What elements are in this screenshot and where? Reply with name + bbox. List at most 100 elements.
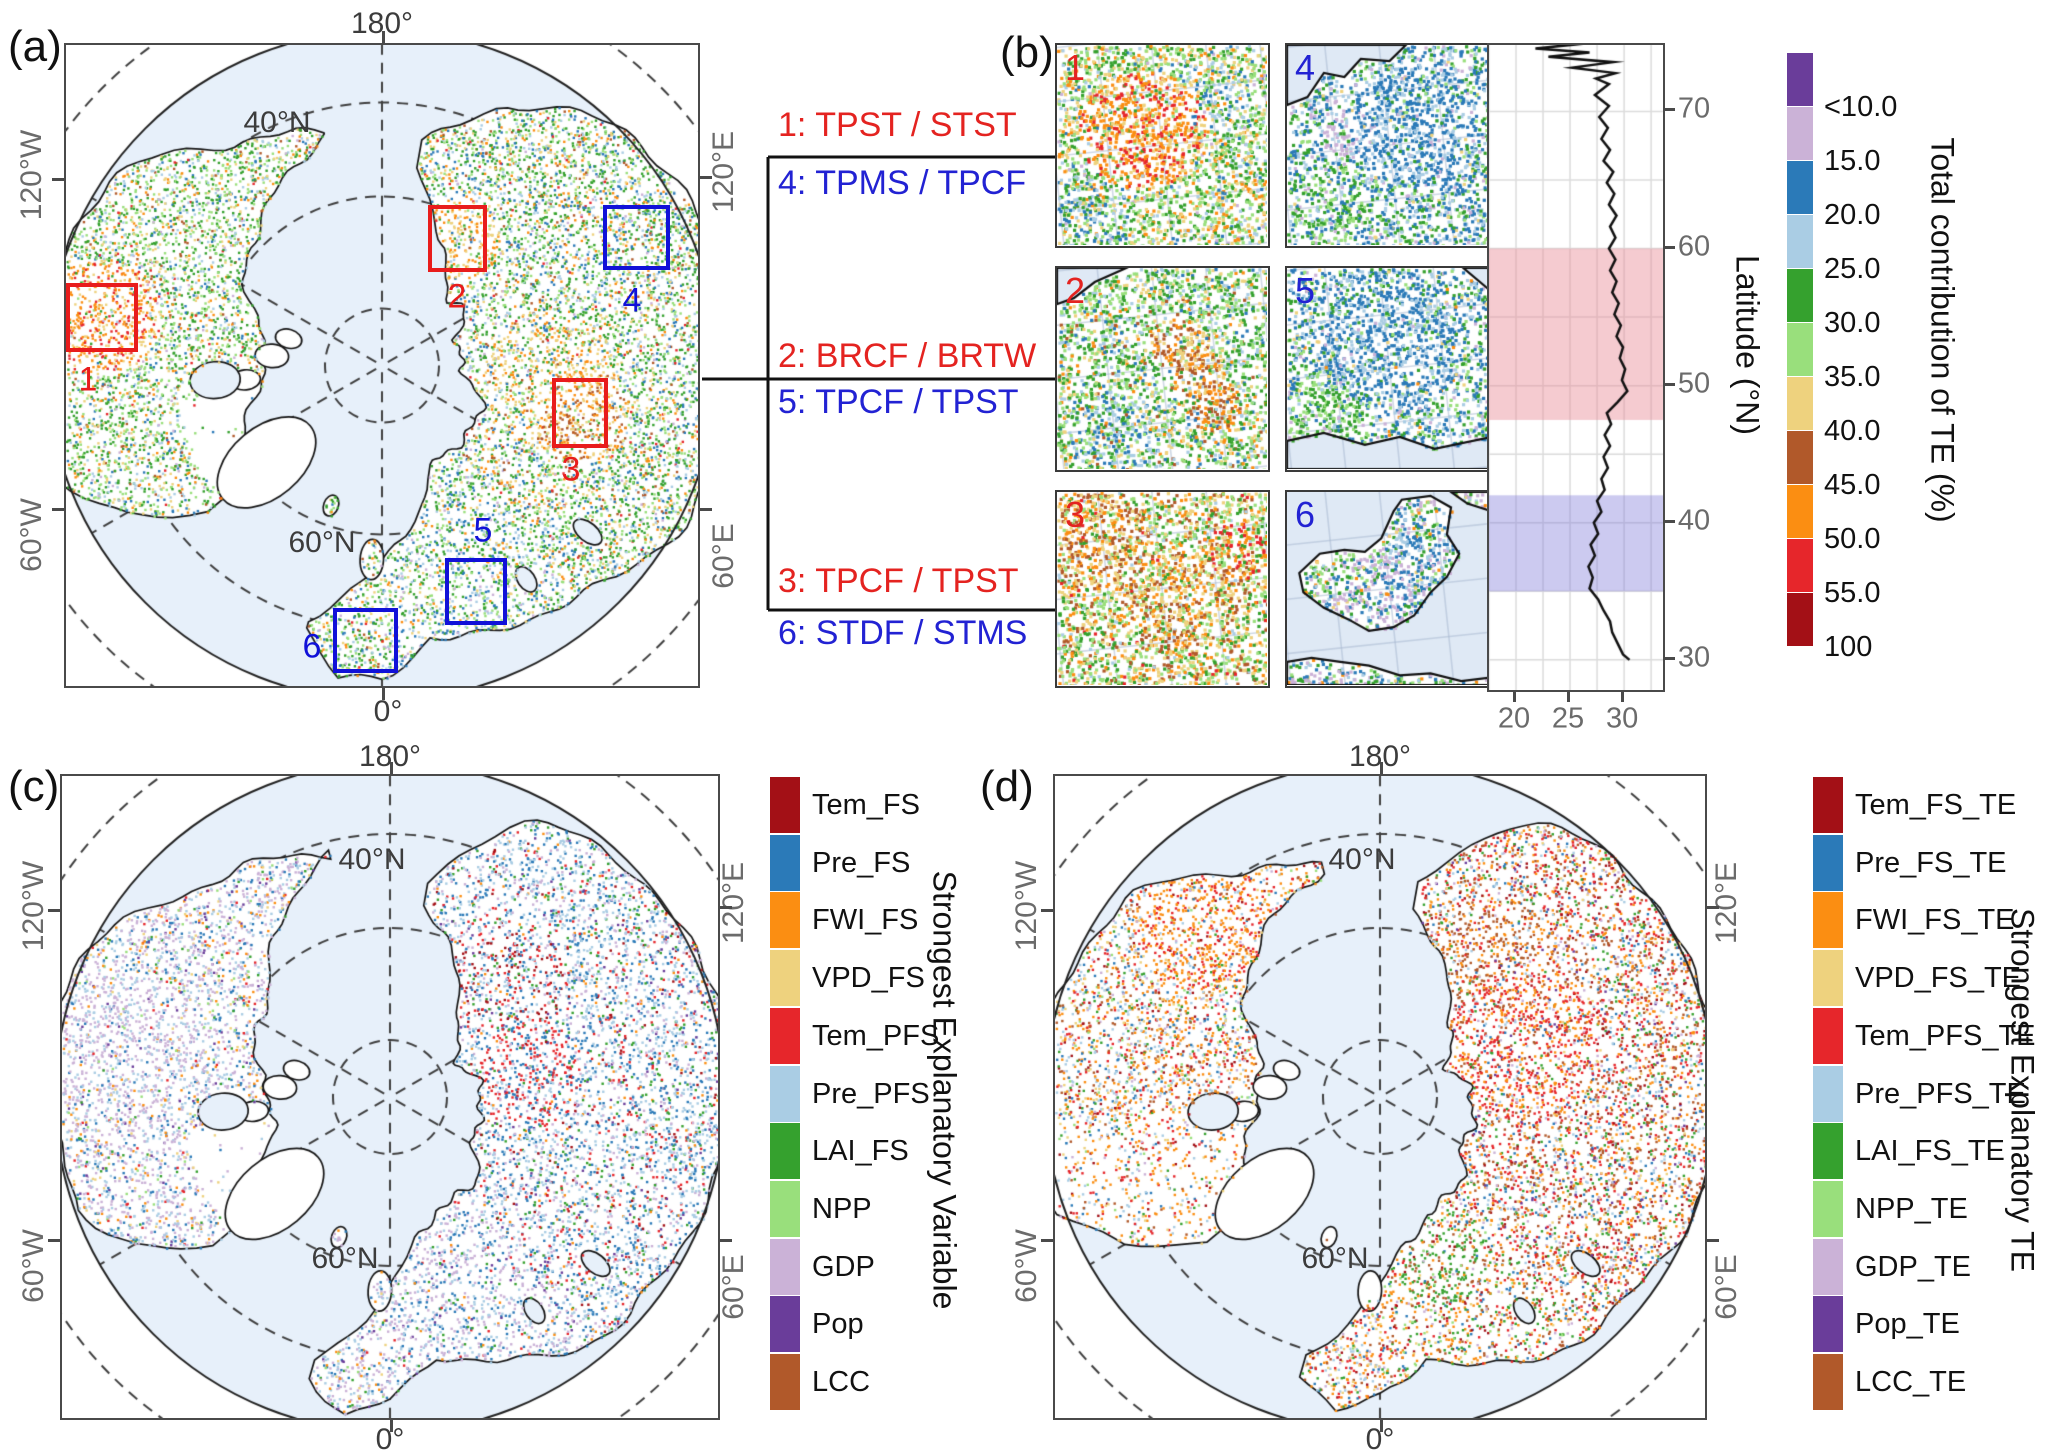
legend-d-label-Pop_TE: Pop_TE [1855, 1308, 1960, 1340]
inset-canvas-1 [1057, 45, 1267, 245]
colorbar-class-swatch-40.0 [1787, 377, 1813, 430]
graticule-tick-4 [700, 176, 712, 179]
panel-c-parallel-40n-label: 40°N [338, 843, 406, 876]
y-tick-label-60: 60 [1677, 230, 1711, 263]
region-box-2 [428, 205, 487, 272]
legend-d-label-FWI_FS_TE: FWI_FS_TE [1855, 904, 2015, 936]
panel-d-canvas [1055, 776, 1705, 1418]
legend-c-label-FWI_FS: FWI_FS [812, 904, 919, 936]
graticule-tick-9 [48, 1239, 60, 1242]
legend-d-swatch-FWI_FS_TE [1813, 892, 1843, 948]
colorbar-class-swatch-100 [1787, 593, 1813, 646]
colorbar-class-label-<10.0: <10.0 [1824, 91, 1898, 123]
y-tick-label-50: 50 [1677, 367, 1711, 400]
panel-a-meridian-0-label: 0° [373, 695, 403, 728]
legend-c-swatch-Pre_PFS [770, 1066, 800, 1122]
legend-c-label-Tem_FS: Tem_FS [812, 789, 920, 821]
colorbar-class-swatch-30.0 [1787, 269, 1813, 322]
inset-canvas-6 [1287, 492, 1492, 685]
inset-map-5 [1285, 266, 1495, 472]
region-box-6 [333, 608, 398, 673]
pair-label-5: 5: TPCF / TPST [778, 383, 1019, 421]
region-box-number-6: 6 [302, 627, 322, 666]
graticule-tick-14 [1041, 909, 1053, 912]
colorbar-class-swatch-15.0 [1787, 107, 1813, 160]
inset-number-3: 3 [1065, 494, 1086, 535]
legend-d-label-LAI_FS_TE: LAI_FS_TE [1855, 1135, 2005, 1167]
legend-d-label-VPD_FS_TE: VPD_FS_TE [1855, 962, 2021, 994]
region-box-1 [66, 283, 138, 352]
legend-c-label-LCC: LCC [812, 1366, 871, 1398]
legend-c-swatch-Pre_FS [770, 835, 800, 891]
panel-a-parallel-60n-label: 60°N [288, 526, 356, 559]
legend-d-swatch-LCC_TE [1813, 1354, 1843, 1410]
colorbar-class-swatch-<10.0 [1787, 53, 1813, 106]
panel-a-label: (a) [8, 22, 62, 71]
inset-map-3 [1055, 490, 1270, 688]
legend-c-swatch-LAI_FS [770, 1123, 800, 1179]
graticule-tick-10 [720, 906, 732, 909]
panel-d-parallel-60n-label: 60°N [1301, 1242, 1369, 1275]
legend-c-swatch-NPP [770, 1181, 800, 1237]
legend-d-swatch-Tem_FS_TE [1813, 777, 1843, 833]
colorbar-class-label-30.0: 30.0 [1824, 307, 1881, 339]
y-tick-50 [1665, 382, 1675, 386]
graticule-tick-6 [390, 762, 393, 774]
pair-label-1: 1: TPST / STST [778, 106, 1017, 144]
inset-map-2 [1055, 266, 1270, 472]
panel-c-map [60, 774, 720, 1420]
graticule-tick-1 [382, 688, 385, 700]
panel-d-meridian-60e-label: 60°E [1710, 1254, 1743, 1320]
x-tick-label-25: 25 [1551, 702, 1585, 735]
panel-d-parallel-40n-label: 40°N [1328, 843, 1396, 876]
colorbar-class-label-55.0: 55.0 [1824, 577, 1881, 609]
legend-c-swatch-Tem_FS [770, 777, 800, 833]
graticule-tick-0 [382, 31, 385, 43]
y-tick-60 [1665, 245, 1675, 249]
legend-d-swatch-Pre_PFS_TE [1813, 1066, 1843, 1122]
legend-c-swatch-Tem_PFS [770, 1008, 800, 1064]
inset-canvas-3 [1057, 492, 1267, 685]
panel-d-map [1053, 774, 1707, 1420]
pair-label-3: 3: TPCF / TPST [778, 562, 1019, 600]
legend-c-swatch-Pop [770, 1296, 800, 1352]
panel-c-parallel-60n-label: 60°N [311, 1242, 379, 1275]
colorbar-class-label-50.0: 50.0 [1824, 523, 1881, 555]
panel-a-canvas [66, 45, 698, 686]
panel-c-meridian-120w-label: 120°W [17, 860, 50, 952]
legend-c-label-Pop: Pop [812, 1308, 864, 1340]
y-tick-70 [1665, 108, 1675, 112]
inset-map-6 [1285, 490, 1495, 688]
panel-c-legend-title: Strongest Explanatory Variable [926, 870, 963, 1310]
panel-d-meridian-120e-label: 120°E [1710, 861, 1743, 945]
legend-d-swatch-Tem_PFS_TE [1813, 1008, 1843, 1064]
graticule-tick-2 [52, 178, 64, 181]
legend-c-label-VPD_FS: VPD_FS [812, 962, 925, 994]
colorbar-class-swatch-45.0 [1787, 431, 1813, 484]
y-tick-label-70: 70 [1677, 92, 1711, 125]
region-box-5 [445, 558, 507, 625]
legend-c-swatch-FWI_FS [770, 892, 800, 948]
panel-d-label: (d) [980, 762, 1034, 811]
legend-d-label-Tem_FS_TE: Tem_FS_TE [1855, 789, 2017, 821]
graticule-tick-5 [700, 508, 712, 511]
inset-number-4: 4 [1295, 47, 1316, 88]
colorbar-class-label-40.0: 40.0 [1824, 415, 1881, 447]
inset-number-2: 2 [1065, 270, 1086, 311]
region-box-number-2: 2 [447, 277, 467, 316]
graticule-tick-13 [1380, 1420, 1383, 1432]
legend-c-swatch-GDP [770, 1239, 800, 1295]
panel-a-map [64, 43, 700, 688]
region-box-number-3: 3 [561, 450, 581, 489]
pair-label-4: 4: TPMS / TPCF [778, 164, 1027, 202]
x-tick-20 [1513, 692, 1517, 702]
legend-d-swatch-NPP_TE [1813, 1181, 1843, 1237]
region-box-3 [552, 378, 608, 448]
y-tick-label-40: 40 [1677, 504, 1711, 537]
x-tick-25 [1567, 692, 1571, 702]
graticule-tick-11 [720, 1239, 732, 1242]
graticule-tick-7 [390, 1420, 393, 1432]
legend-d-label-LCC_TE: LCC_TE [1855, 1366, 1967, 1398]
